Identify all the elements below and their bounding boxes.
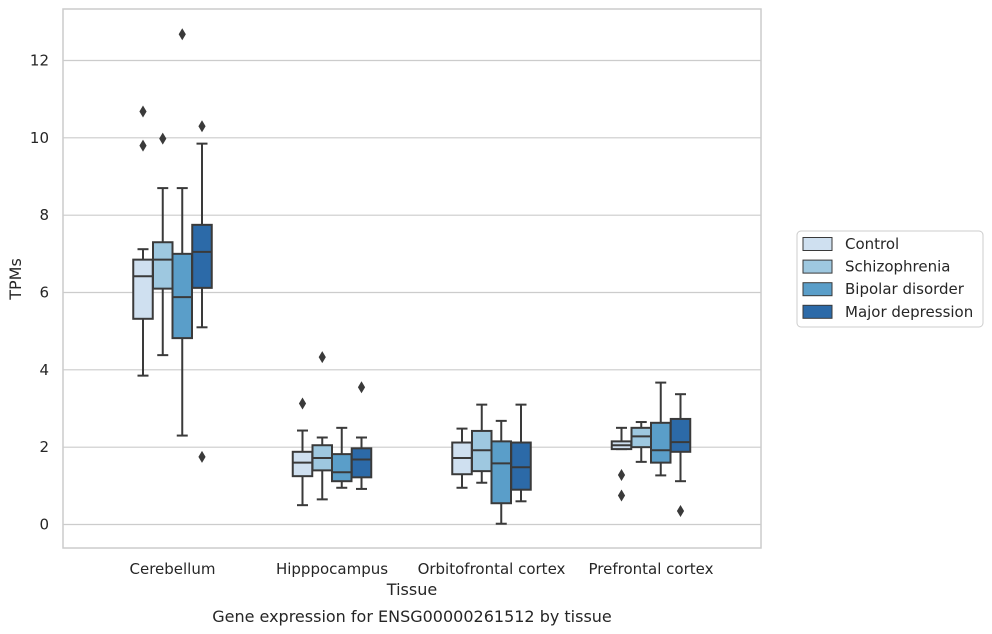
box bbox=[132, 258, 154, 320]
box-group bbox=[510, 403, 532, 503]
legend: Control Schizophrenia Bipolar disorder Majo… bbox=[796, 230, 984, 328]
x-tick-label: Cerebellum bbox=[130, 560, 216, 578]
y-tick-label: 12 bbox=[30, 52, 49, 70]
y-tick-label: 10 bbox=[30, 129, 49, 147]
legend-label: Control bbox=[845, 235, 899, 253]
legend-label: Bipolar disorder bbox=[845, 280, 965, 298]
outlier-point bbox=[198, 450, 206, 463]
outlier-point bbox=[617, 469, 626, 482]
box bbox=[510, 441, 532, 491]
box bbox=[350, 447, 373, 479]
box-group bbox=[669, 393, 692, 517]
x-tick-label: Orbitofrontal cortex bbox=[418, 560, 566, 578]
x-tick-label: Prefrontal cortex bbox=[589, 560, 714, 578]
box-group bbox=[650, 381, 672, 477]
box bbox=[171, 252, 193, 340]
box bbox=[331, 453, 353, 483]
legend-frame bbox=[796, 230, 984, 328]
box-group bbox=[191, 120, 213, 463]
y-tick-label: 4 bbox=[39, 361, 49, 379]
box bbox=[152, 241, 174, 290]
box-group bbox=[311, 351, 333, 501]
chart-caption: Gene expression for ENSG00000261512 by t… bbox=[212, 607, 612, 626]
box-group bbox=[610, 426, 633, 502]
y-tick-labels: 0 2 4 6 8 10 12 bbox=[30, 52, 49, 534]
box bbox=[490, 440, 512, 505]
box bbox=[669, 417, 692, 453]
outlier-point bbox=[178, 28, 186, 41]
y-tick-label: 6 bbox=[39, 284, 49, 302]
y-axis-label: TPMs bbox=[6, 258, 25, 301]
x-tick-label: Hipppocampus bbox=[276, 560, 388, 578]
legend-swatch bbox=[802, 237, 833, 251]
y-tick-label: 0 bbox=[39, 516, 49, 534]
box-group bbox=[451, 427, 473, 489]
outlier-point bbox=[139, 139, 147, 152]
box-group bbox=[630, 421, 652, 463]
outlier-point bbox=[318, 351, 326, 364]
legend-label: Schizophrenia bbox=[845, 258, 950, 276]
plot-frame bbox=[62, 8, 762, 549]
legend-swatch bbox=[802, 259, 833, 274]
outlier-point bbox=[617, 489, 626, 502]
y-tick-label: 2 bbox=[39, 438, 49, 456]
box-group bbox=[152, 132, 174, 357]
outlier-point bbox=[159, 132, 167, 145]
box bbox=[191, 223, 213, 289]
box-group bbox=[490, 419, 512, 525]
box-group bbox=[171, 28, 193, 437]
outlier-point bbox=[298, 397, 307, 410]
box-group bbox=[471, 403, 493, 484]
box-group bbox=[350, 381, 373, 490]
outlier-point bbox=[139, 105, 147, 118]
legend-swatch bbox=[802, 282, 833, 297]
outlier-point bbox=[198, 120, 206, 133]
outlier-point bbox=[676, 504, 685, 517]
legend-label: Major depression bbox=[845, 303, 973, 321]
x-axis-label: Tissue bbox=[386, 580, 437, 599]
x-tick-labels: Cerebellum Hipppocampus Orbitofrontal cort… bbox=[130, 560, 714, 578]
box-group bbox=[132, 105, 154, 377]
box bbox=[291, 450, 314, 478]
box-group bbox=[331, 426, 353, 489]
box-groups bbox=[132, 28, 692, 525]
legend-swatch bbox=[802, 304, 833, 319]
box-group bbox=[291, 397, 314, 507]
box bbox=[650, 421, 672, 464]
y-tick-label: 8 bbox=[39, 206, 49, 224]
outlier-point bbox=[357, 381, 366, 394]
box bbox=[630, 426, 652, 449]
